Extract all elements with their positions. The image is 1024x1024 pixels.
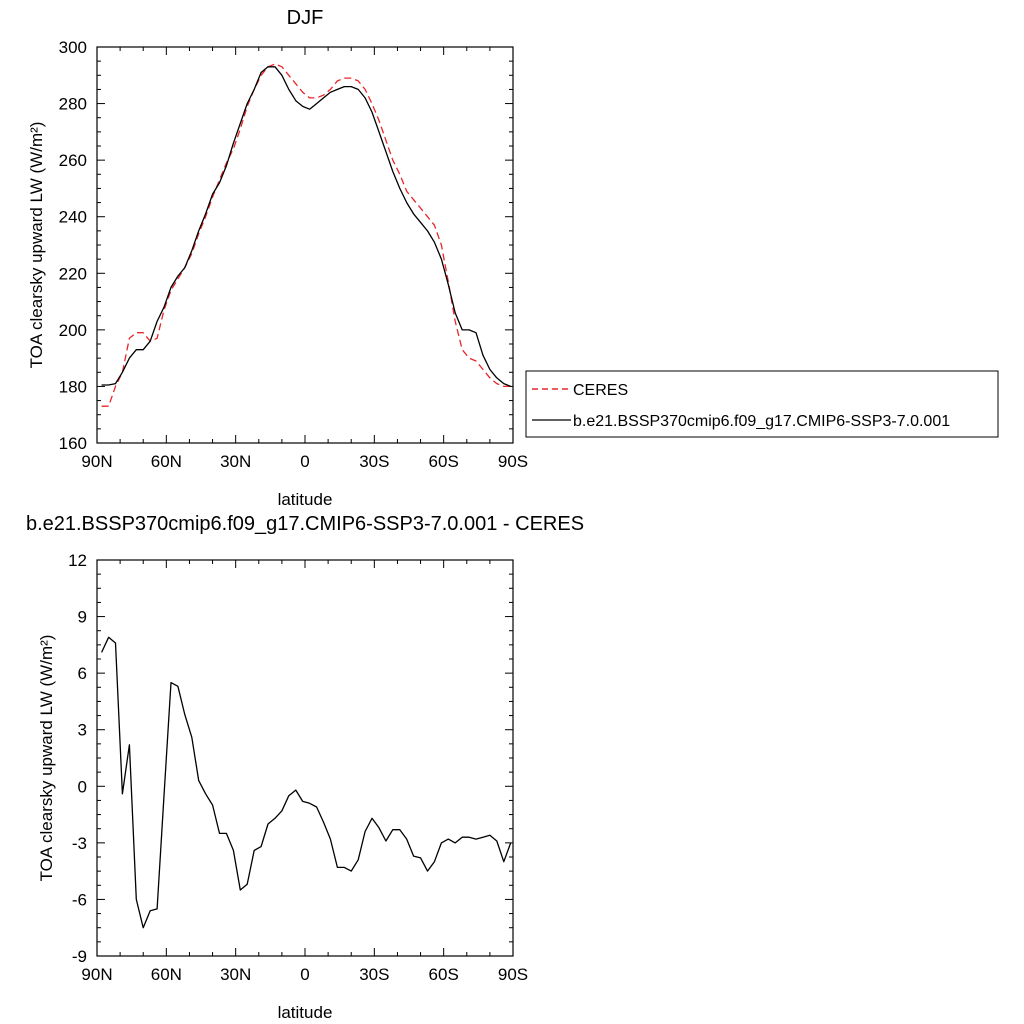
bottom-y-tick-label: 12 [68, 551, 87, 570]
bottom-x-tick-label: 90S [498, 965, 528, 984]
top-x-tick-label: 0 [300, 452, 309, 471]
bottom-plot-frame [96, 559, 514, 957]
bottom-y-tick-label: 0 [78, 777, 87, 796]
legend-box [525, 370, 999, 438]
bottom-y-tick-label: -3 [72, 834, 87, 853]
top-chart-title: DJF [287, 7, 324, 29]
top-y-tick-label: 180 [59, 377, 87, 396]
bottom-x-axis-label: latitude [278, 1003, 333, 1022]
top-x-tick-label: 30N [220, 452, 251, 471]
bottom-chart-title: b.e21.BSSP370cmip6.f09_g17.CMIP6-SSP3-7.… [26, 513, 584, 535]
bottom-y-tick-label: 9 [78, 608, 87, 627]
bottom-x-tick-label: 30N [220, 965, 251, 984]
legend: CERES b.e21.BSSP370cmip6.f09_g17.CMIP6-S… [525, 370, 999, 438]
bottom-x-tick-label: 0 [300, 965, 309, 984]
top-x-tick-label: 60S [429, 452, 459, 471]
legend-label-model: b.e21.BSSP370cmip6.f09_g17.CMIP6-SSP3-7.… [573, 413, 950, 430]
top-y-tick-label: 200 [59, 321, 87, 340]
top-y-tick-label: 240 [59, 208, 87, 227]
top-y-tick-label: 220 [59, 264, 87, 283]
top-x-tick-label: 90N [81, 452, 112, 471]
bottom-panel: b.e21.BSSP370cmip6.f09_g17.CMIP6-SSP3-7.… [26, 513, 584, 1022]
top-y-tick-label: 300 [59, 38, 87, 57]
bottom-y-tick-label: -6 [72, 890, 87, 909]
bottom-x-tick-label: 90N [81, 965, 112, 984]
top-x-tick-label: 60N [151, 452, 182, 471]
bottom-x-tick-label: 30S [359, 965, 389, 984]
bottom-y-tick-label: 3 [78, 721, 87, 740]
top-plot-frame [96, 46, 514, 444]
top-panel: DJF 90N 60N 30N 0 30S 60S 90S 160 180 200 220 240 26… [27, 7, 528, 509]
top-y-axis-label: TOA clearsky upward LW (W/m²) [27, 122, 46, 369]
bottom-difference-series-line [101, 636, 512, 929]
top-ceres-series-line [101, 63, 511, 407]
top-x-tick-label: 90S [498, 452, 528, 471]
top-y-tick-label: 160 [59, 434, 87, 453]
top-model-series-line [101, 66, 511, 388]
bottom-y-tick-label: 6 [78, 664, 87, 683]
legend-label-ceres: CERES [573, 382, 628, 399]
top-y-tick-label: 260 [59, 151, 87, 170]
top-y-tick-label: 280 [59, 95, 87, 114]
bottom-x-tick-label: 60N [151, 965, 182, 984]
bottom-x-tick-label: 60S [429, 965, 459, 984]
bottom-y-tick-label: -9 [72, 947, 87, 966]
bottom-y-axis-label: TOA clearsky upward LW (W/m²) [37, 635, 56, 882]
top-x-tick-label: 30S [359, 452, 389, 471]
top-x-axis-label: latitude [278, 490, 333, 509]
